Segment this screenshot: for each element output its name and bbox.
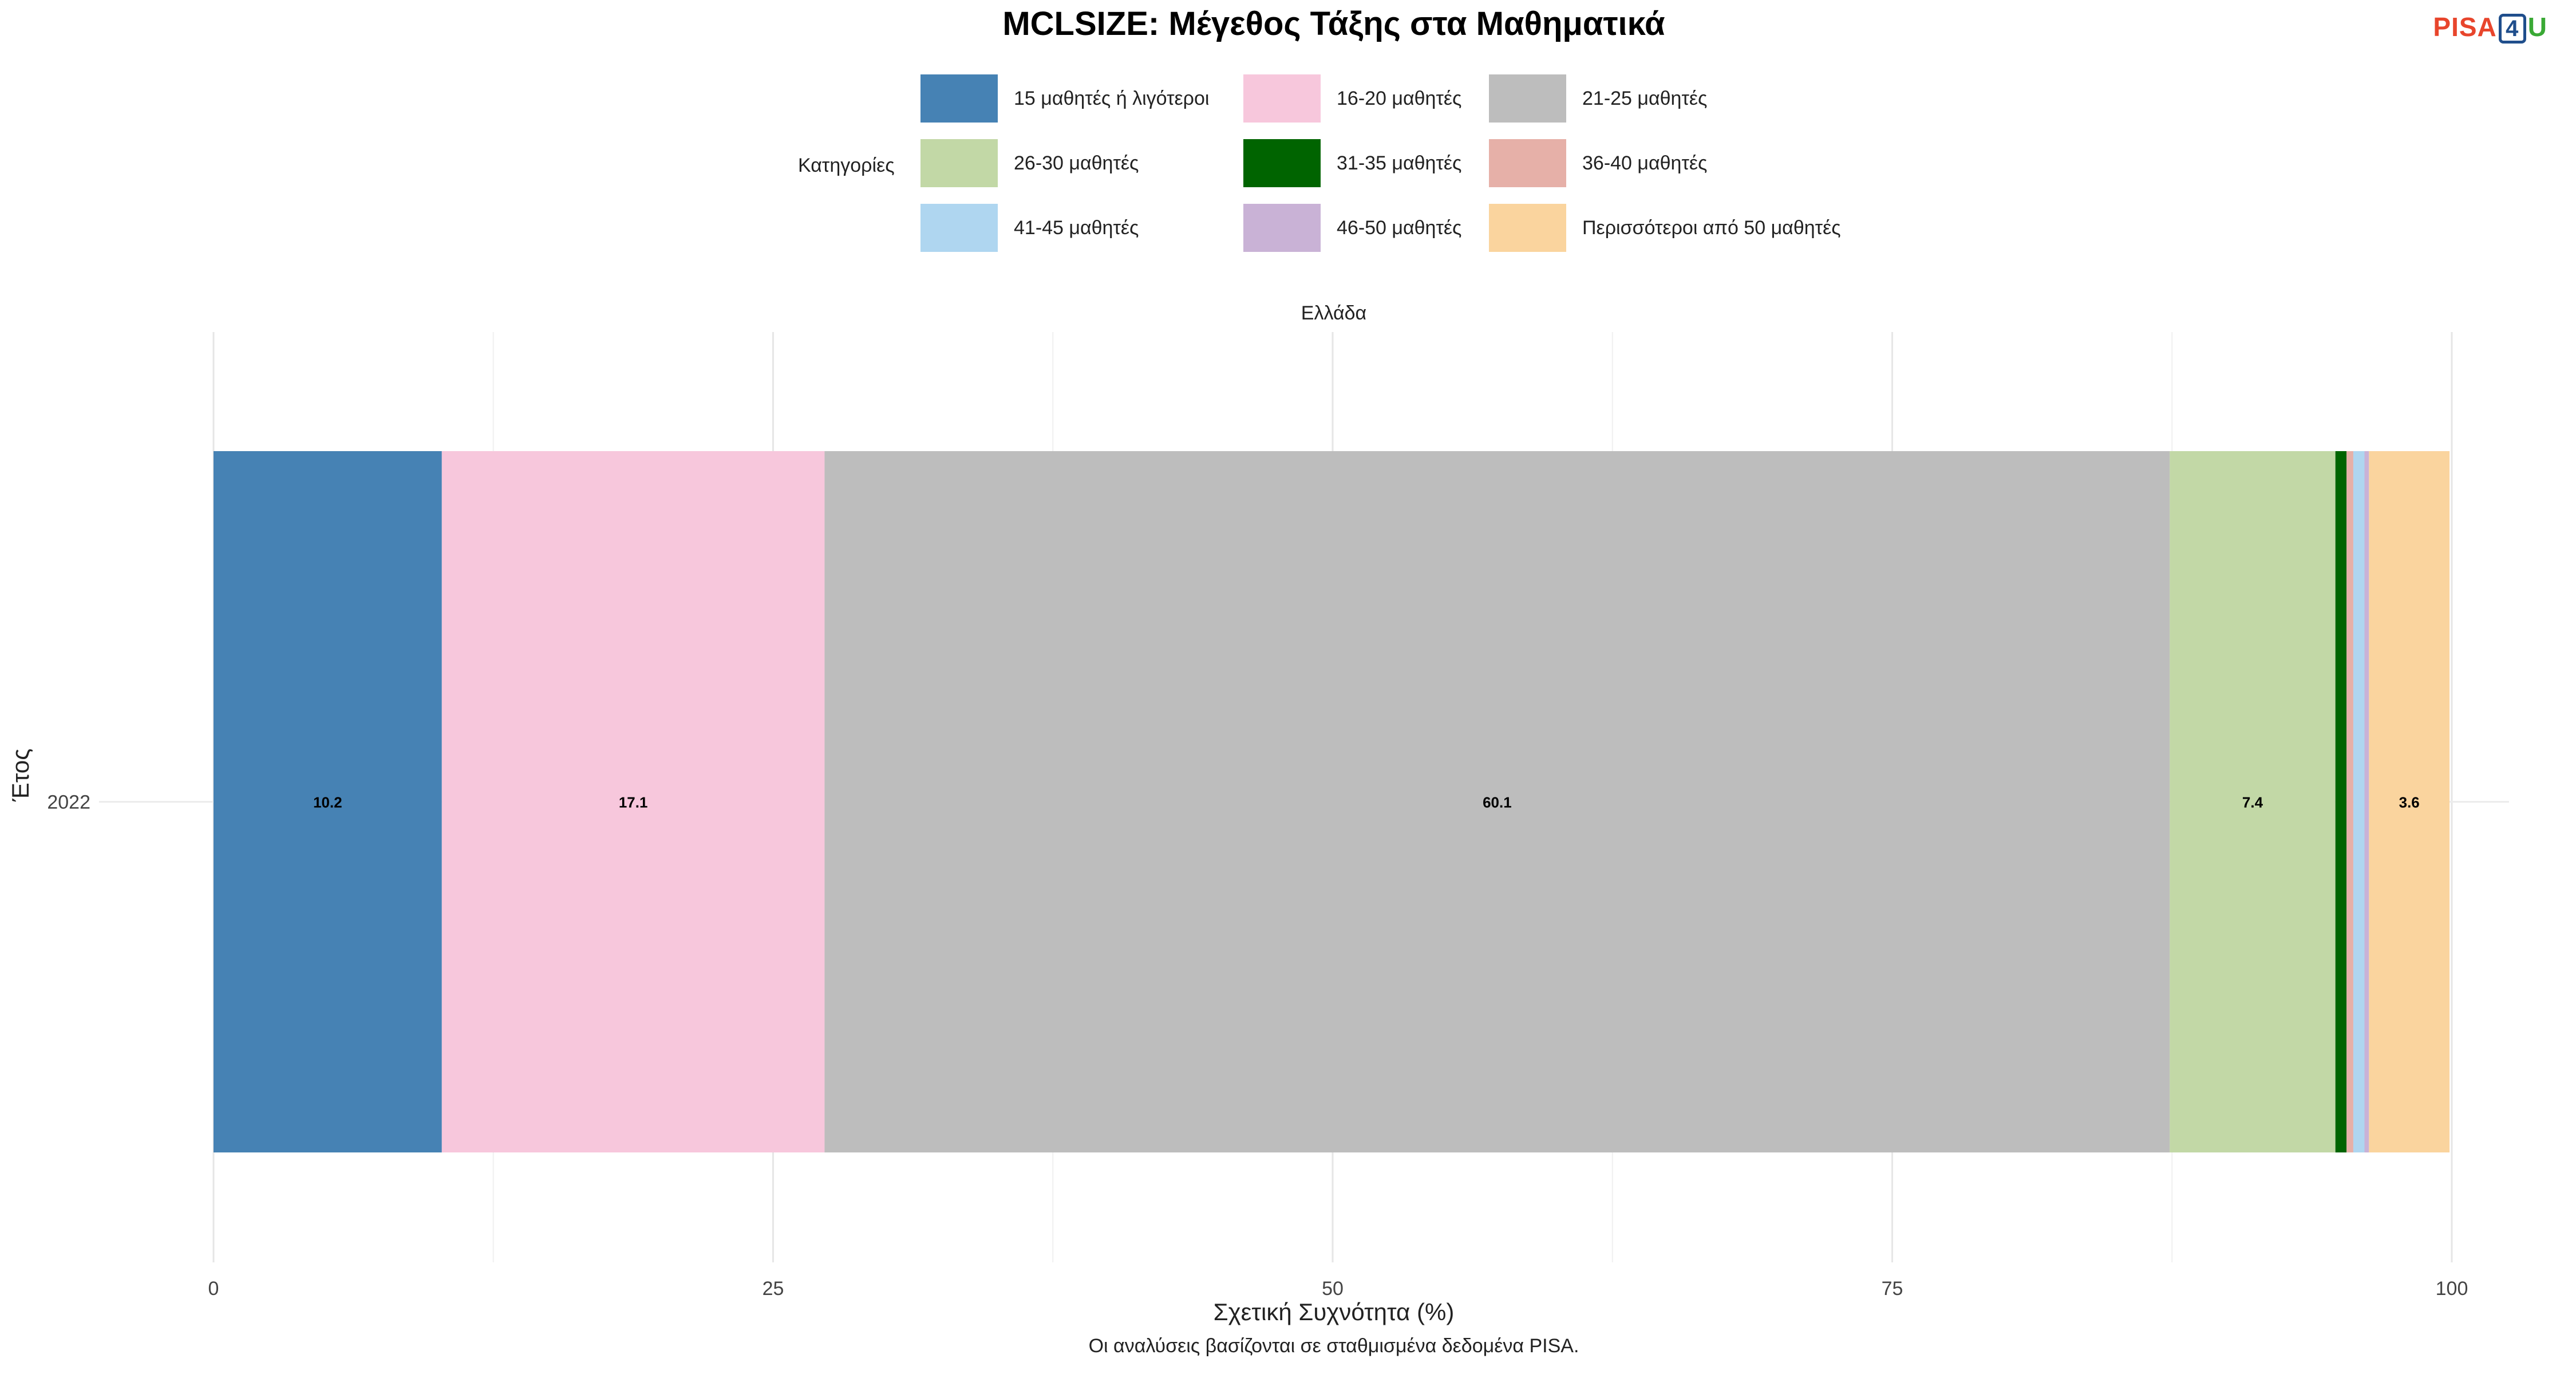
legend-swatch (1243, 74, 1321, 123)
bar-segment (2369, 451, 2450, 1152)
legend-label: Περισσότεροι από 50 μαθητές (1582, 216, 1841, 239)
data-label: 3.6 (2399, 794, 2420, 811)
x-tick-label: 75 (1882, 1278, 1903, 1300)
x-tick-label: 50 (1322, 1278, 1344, 1300)
bar-segment (2364, 451, 2369, 1152)
bar-segment (2353, 451, 2365, 1152)
y-axis-title: Έτος (7, 748, 34, 802)
chart-title: MCLSIZE: Μέγεθος Τάξης στα Μαθηματικά (1002, 5, 1665, 42)
legend-swatch (1489, 204, 1566, 252)
legend-swatch (920, 74, 998, 123)
data-label: 60.1 (1483, 794, 1512, 811)
bar-segment (2346, 451, 2353, 1152)
legend-item: 46-50 μαθητές (1243, 204, 1461, 252)
logo-number: 4 (2498, 14, 2526, 44)
bar-segment (214, 451, 442, 1152)
legend-item: 16-20 μαθητές (1243, 74, 1461, 123)
pisa4u-logo: PISA 4 U (2433, 11, 2547, 44)
bar-segment (2170, 451, 2336, 1152)
legend-label: 41-45 μαθητές (1014, 216, 1139, 239)
legend-label: 15 μαθητές ή λιγότεροι (1014, 87, 1210, 109)
legend-item: 41-45 μαθητές (920, 204, 1139, 252)
legend-label: 46-50 μαθητές (1337, 216, 1462, 239)
logo-text-left: PISA (2433, 12, 2497, 42)
y-tick-label: 2022 (47, 792, 90, 814)
legend-label: 36-40 μαθητές (1582, 152, 1708, 174)
legend-swatch (1489, 74, 1566, 123)
legend-title: Κατηγορίες (798, 155, 895, 176)
legend-label: 21-25 μαθητές (1582, 87, 1708, 109)
legend-item: Περισσότεροι από 50 μαθητές (1489, 204, 1841, 252)
logo-text-right: U (2527, 12, 2547, 42)
bar-segment (2335, 451, 2347, 1152)
data-label: 10.2 (313, 794, 342, 811)
x-tick-label: 25 (762, 1278, 784, 1300)
bar-segment (441, 451, 825, 1152)
facet-label: Ελλάδα (1301, 302, 1367, 324)
data-label: 7.4 (2242, 794, 2263, 811)
legend-label: 16-20 μαθητές (1337, 87, 1462, 109)
chart-caption: Οι αναλύσεις βασίζονται σε σταθμισμένα δ… (1088, 1335, 1579, 1357)
legend-swatch (920, 204, 998, 252)
legend-swatch (1489, 139, 1566, 187)
x-tick-label: 0 (208, 1278, 219, 1300)
x-tick-label: 100 (2436, 1278, 2468, 1300)
bar-segment (824, 451, 2170, 1152)
x-axis-title: Σχετική Συχνότητα (%) (1213, 1298, 1455, 1325)
legend-swatch (1243, 204, 1321, 252)
legend-label: 31-35 μαθητές (1337, 152, 1462, 174)
legend-swatch (920, 139, 998, 187)
legend-item: 21-25 μαθητές (1489, 74, 1707, 123)
legend-item: 15 μαθητές ή λιγότεροι (920, 74, 1209, 123)
legend-item: 36-40 μαθητές (1489, 139, 1707, 187)
data-label: 17.1 (619, 794, 648, 811)
legend-item: 26-30 μαθητές (920, 139, 1139, 187)
legend-item: 31-35 μαθητές (1243, 139, 1461, 187)
legend-label: 26-30 μαθητές (1014, 152, 1139, 174)
legend-swatch (1243, 139, 1321, 187)
